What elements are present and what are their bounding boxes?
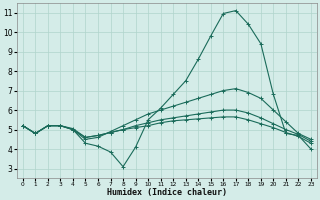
X-axis label: Humidex (Indice chaleur): Humidex (Indice chaleur)	[107, 188, 227, 197]
